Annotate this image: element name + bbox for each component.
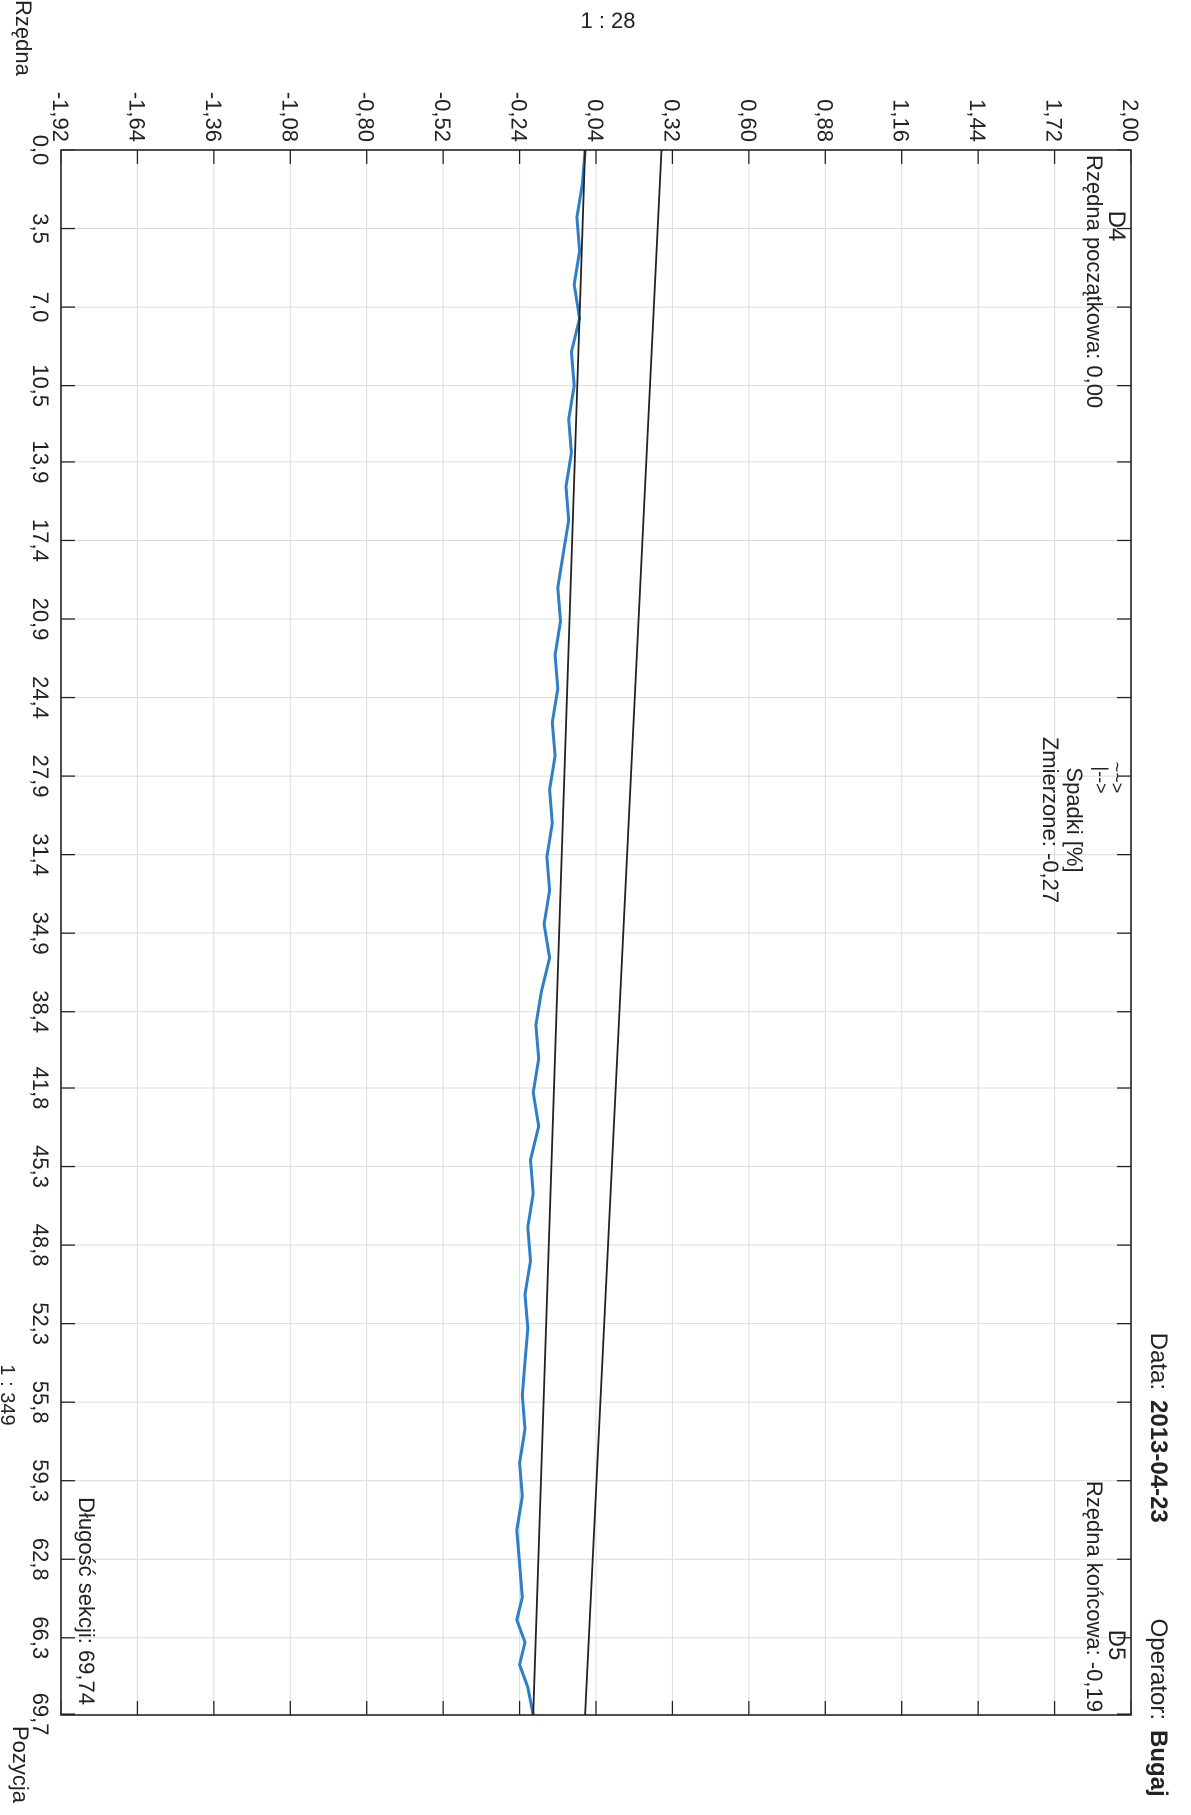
x-tick-label: 20,9 [28,598,53,641]
x-tick-label: 41,8 [28,1067,53,1110]
y-tick-label: -0,80 [354,92,379,142]
date-label: Data: [1145,1333,1172,1390]
y-tick-label: -1,64 [124,92,149,142]
x-tick-label: 69,7 [28,1693,53,1736]
y-axis-title: Rzędna [11,0,36,77]
y-tick-label: -0,24 [507,92,532,142]
x-tick-label: 45,3 [28,1145,53,1188]
y-tick-label: 1,72 [1042,99,1067,142]
tick-group: 0,0 3,5 7,0 10,5 13,9 17,4 20,9 24,4 27,9 31,4 34,… [28,92,1143,1736]
x-tick-label: 24,4 [28,676,53,719]
slope-arrow-line-1: ~~> [1107,762,1127,794]
reference-line [584,149,663,1716]
y-tick-label: 0,32 [659,99,684,142]
slope-title: Spadki [%] [1062,767,1087,872]
x-tick-label: 52,3 [28,1302,53,1345]
y-tick-label: 0,04 [583,99,608,142]
grid-group [61,150,1131,1715]
measured-profile-line [515,149,587,1716]
y-tick-label: 1,44 [965,99,990,142]
start-station-label: D4 [1103,211,1130,242]
x-tick-label: 66,3 [28,1616,53,1659]
end-station-label: D5 [1103,1630,1130,1661]
slope-arrow-line-2: |--> [1091,766,1111,793]
x-tick-label: 34,9 [28,912,53,955]
x-tick-label: 7,0 [28,292,53,323]
end-elevation-label: Rzędna końcowa: -0,19 [1082,1481,1107,1712]
x-tick-label: 27,9 [28,755,53,798]
y-tick-label: -1,36 [201,92,226,142]
x-axis-title: Pozycja [8,1726,33,1804]
y-tick-label: -0,52 [430,92,455,142]
x-tick-label: 0,0 [28,135,53,166]
operator-value: Bugaj [1145,1730,1172,1797]
x-tick-label: 10,5 [28,364,53,407]
y-tick-label: -1,08 [277,92,302,142]
y-tick-label: 1,16 [889,99,914,142]
scale-bottom-label: 1 : 349 [0,1364,18,1425]
x-tick-label: 55,8 [28,1381,53,1424]
design-line [532,149,586,1716]
y-tick-label: 0,88 [812,99,837,142]
y-tick-label: 2,00 [1118,99,1143,142]
x-tick-label: 59,3 [28,1459,53,1502]
operator-label: Operator: [1145,1619,1172,1720]
x-tick-label: 62,8 [28,1538,53,1581]
section-length-label: Długość sekcji: 69,74 [74,1497,99,1705]
scale-top-label: 1 : 28 [580,8,635,33]
x-tick-label: 38,4 [28,990,53,1033]
x-tick-label: 3,5 [28,213,53,244]
y-tick-label: 0,60 [736,99,761,142]
series-group [515,149,663,1716]
slope-measured: Zmierzone: -0,27 [1038,737,1063,903]
y-tick-label: -1,92 [48,92,73,142]
x-tick-label: 17,4 [28,519,53,562]
x-tick-label: 13,9 [28,441,53,484]
slope-arrows: ~~> |--> [1091,762,1127,799]
x-tick-label: 31,4 [28,833,53,876]
x-tick-label: 48,8 [28,1224,53,1267]
date-value: 2013-04-23 [1145,1400,1172,1523]
start-elevation-label: Rzędna początkowa: 0,00 [1082,155,1107,408]
